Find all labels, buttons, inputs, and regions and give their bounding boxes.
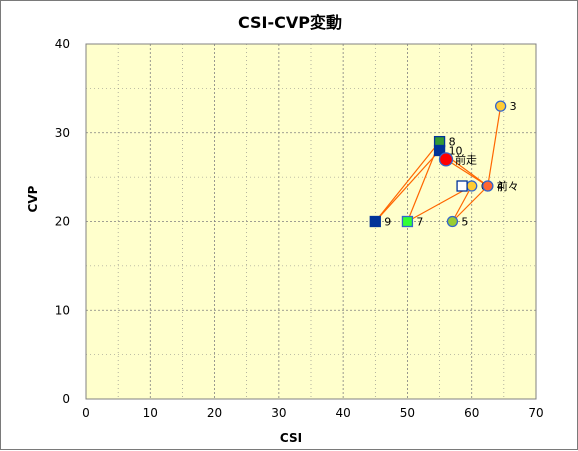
point-7-label: 7 [416, 216, 423, 229]
connector-line [374, 150, 441, 222]
plot-border [85, 43, 537, 400]
x-tick-label: 10 [143, 406, 158, 420]
x-tick-label: 20 [207, 406, 222, 420]
y-axis-title: CVP [26, 185, 40, 212]
y-tick-label: 0 [62, 392, 70, 406]
point-5-marker [446, 215, 459, 228]
x-tick-label: 0 [82, 406, 90, 420]
connector-line [451, 185, 473, 222]
connector-line [452, 185, 489, 222]
y-tick-label: 10 [55, 303, 70, 317]
point-前走-label: 前走 [455, 152, 477, 166]
y-tick-label: 20 [55, 215, 70, 229]
point-前々-marker [482, 180, 494, 192]
connector-line [487, 106, 502, 187]
point-4-label: 4 [497, 180, 504, 193]
point-前走-marker [438, 152, 454, 167]
y-tick-label: 40 [55, 37, 70, 51]
connector-line [407, 185, 473, 223]
point-9-label: 9 [384, 216, 391, 229]
point-8-label: 8 [449, 136, 456, 149]
x-tick-label: 40 [336, 406, 351, 420]
point-6-marker [466, 180, 478, 192]
point-5-label: 5 [461, 216, 468, 229]
point-unlabeled-marker [456, 180, 468, 192]
point-3-label: 3 [510, 100, 517, 113]
point-7-marker [401, 215, 414, 228]
chart-title: CSI-CVP変動 [238, 13, 342, 32]
x-tick-label: 30 [271, 406, 286, 420]
x-tick-label: 70 [528, 406, 543, 420]
x-tick-label: 60 [464, 406, 479, 420]
point-9-marker [369, 215, 381, 228]
point-10-marker [433, 144, 446, 157]
x-axis-title: CSI [280, 431, 302, 445]
point-前々-label: 前々 [497, 179, 519, 193]
connector-line [374, 141, 441, 222]
y-tick-label: 30 [55, 126, 70, 140]
connector-line [445, 158, 489, 187]
point-3-marker [494, 100, 507, 112]
x-tick-label: 50 [400, 406, 415, 420]
point-10-label: 10 [449, 145, 463, 158]
